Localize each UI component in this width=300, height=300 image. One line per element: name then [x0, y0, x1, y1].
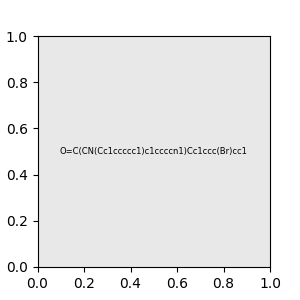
Text: O=C(CN(Cc1ccccc1)c1ccccn1)Cc1ccc(Br)cc1: O=C(CN(Cc1ccccc1)c1ccccn1)Cc1ccc(Br)cc1 [60, 147, 248, 156]
